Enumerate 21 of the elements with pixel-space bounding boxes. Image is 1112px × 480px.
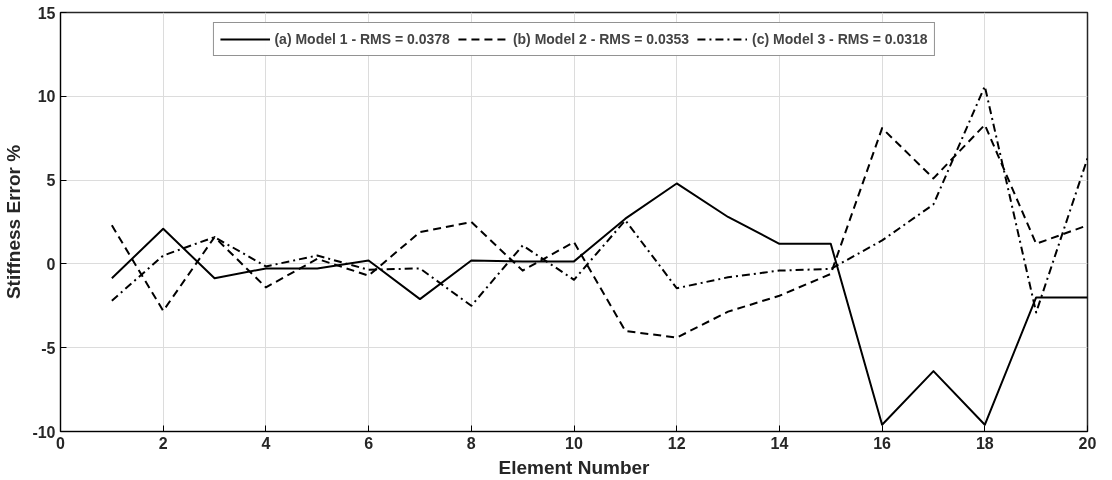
x-tick-label: 12 — [667, 434, 686, 452]
y-axis-title: Stiffness Error % — [3, 144, 25, 300]
y-tick-label: -10 — [32, 423, 56, 441]
y-tick-label: -5 — [41, 339, 56, 357]
legend-label: (c) Model 3 - RMS = 0.0318 — [752, 31, 928, 47]
x-tick-label: 14 — [770, 434, 789, 452]
x-tick-label: 16 — [873, 434, 892, 452]
x-tick-label: 18 — [975, 434, 994, 452]
legend-label: (a) Model 1 - RMS = 0.0378 — [274, 31, 450, 47]
x-tick-label: 10 — [565, 434, 583, 452]
x-tick-label: 4 — [261, 434, 271, 452]
x-tick-label: 20 — [1078, 434, 1097, 452]
x-axis-title: Element Number — [498, 456, 651, 478]
y-tick-label: 10 — [37, 88, 56, 106]
y-tick-label: 15 — [37, 4, 56, 22]
y-tick-label: 0 — [46, 255, 56, 273]
x-tick-label: 6 — [364, 434, 374, 452]
x-tick-label: 2 — [158, 434, 168, 452]
x-tick-label: 8 — [466, 434, 476, 452]
legend-label: (b) Model 2 - RMS = 0.0353 — [512, 31, 690, 47]
y-tick-label: 5 — [46, 172, 56, 190]
